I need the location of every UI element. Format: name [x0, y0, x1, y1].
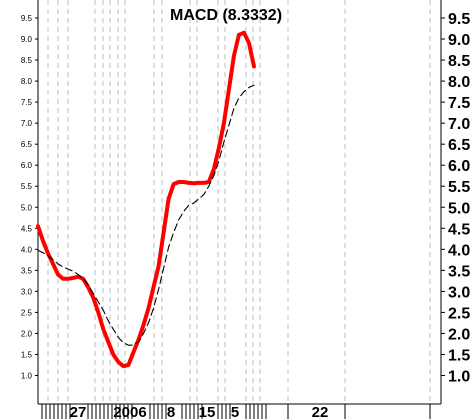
- x-tick-label: 5: [231, 404, 239, 419]
- left-tick-label: 9.5: [21, 14, 33, 23]
- right-tick-label: 5.0: [448, 200, 470, 217]
- right-tick-label: 3.5: [448, 263, 470, 280]
- left-tick-label: 1.0: [21, 372, 33, 381]
- x-axis: 27 2006 8 15 5 22: [38, 403, 441, 419]
- right-tick-label: 4.5: [448, 221, 470, 238]
- x-tick-label: 8: [167, 404, 175, 419]
- right-tick-label: 2.0: [448, 326, 470, 343]
- right-y-axis: 1.0 1.5 2.0 2.5 3.0 3.5 4.0 4.5 5.0 5.5 6.0 6.5 7.0 7…: [441, 11, 470, 386]
- left-tick-label: 9.0: [21, 35, 33, 44]
- left-tick-label: 5.5: [21, 182, 33, 191]
- left-tick-label: 3.0: [21, 287, 33, 296]
- right-tick-label: 9.0: [448, 32, 470, 49]
- grid-lines: [37, 0, 442, 404]
- left-tick-label: 6.5: [21, 140, 33, 149]
- right-tick-label: 3.0: [448, 284, 470, 301]
- left-tick-label: 2.0: [21, 329, 33, 338]
- right-tick-label: 7.5: [448, 95, 470, 112]
- right-tick-label: 6.5: [448, 137, 470, 154]
- right-tick-label: 2.5: [448, 305, 470, 322]
- right-tick-label: 4.0: [448, 242, 470, 259]
- left-tick-label: 2.5: [21, 308, 33, 317]
- series-lines: [36, 30, 256, 369]
- left-tick-label: 7.0: [21, 119, 33, 128]
- right-tick-label: 1.0: [448, 369, 470, 386]
- left-tick-label: 7.5: [21, 98, 33, 107]
- right-tick-label: 8.5: [448, 53, 470, 70]
- x-tick-label: 22: [312, 404, 329, 419]
- left-tick-label: 4.0: [21, 245, 33, 254]
- left-tick-label: 8.5: [21, 56, 33, 65]
- x-tick-label: 27: [70, 404, 87, 419]
- left-tick-label: 5.0: [21, 203, 33, 212]
- right-tick-label: 7.0: [448, 116, 470, 133]
- right-tick-label: 6.0: [448, 158, 470, 175]
- x-tick-label: 15: [199, 404, 216, 419]
- left-y-axis: 1.0 1.5 2.0 2.5 3.0 3.5 4.0 4.5 5.0 5.5 6.0 6.5 7.0 7…: [21, 14, 38, 381]
- left-tick-label: 1.5: [21, 350, 33, 359]
- left-tick-label: 4.5: [21, 224, 33, 233]
- right-tick-label: 5.5: [448, 179, 470, 196]
- left-tick-label: 6.0: [21, 161, 33, 170]
- left-tick-label: 3.5: [21, 266, 33, 275]
- signal-line: [37, 84, 255, 346]
- chart-title: MACD (8.3332): [170, 7, 282, 24]
- right-tick-label: 9.5: [448, 11, 470, 28]
- x-tick-label: 2006: [113, 404, 146, 419]
- left-tick-label: 8.0: [21, 77, 33, 86]
- right-tick-label: 1.5: [448, 347, 470, 364]
- macd-line: [36, 30, 256, 369]
- right-tick-label: 8.0: [448, 74, 470, 91]
